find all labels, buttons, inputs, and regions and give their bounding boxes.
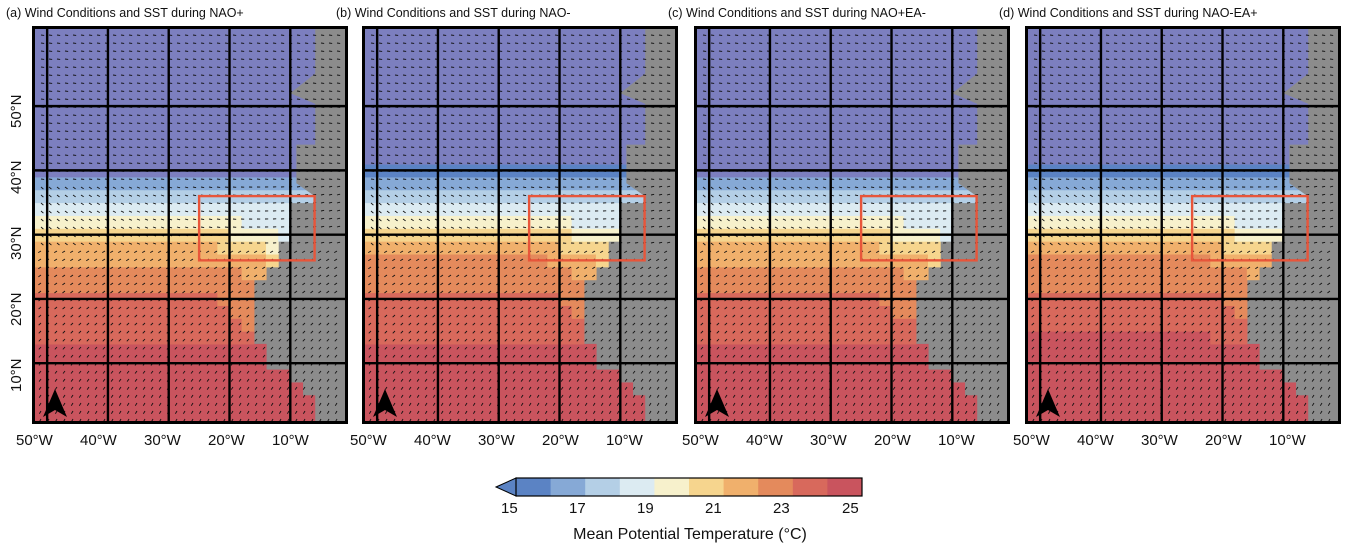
lon-tick-label: 10°W [1269, 432, 1306, 449]
map-frame [32, 26, 348, 424]
sst-wind-map [365, 29, 675, 421]
lon-tick-label: 50°W [16, 432, 53, 449]
colorbar-tick: 17 [569, 500, 586, 517]
lat-tick-label: 30°N [8, 226, 25, 260]
lon-tick-label: 40°W [80, 432, 117, 449]
lon-tick-label: 50°W [350, 432, 387, 449]
lon-tick-label: 40°W [1077, 432, 1114, 449]
colorbar-tick: 21 [705, 500, 722, 517]
colorbar-tick: 23 [773, 500, 790, 517]
lon-tick-label: 30°W [144, 432, 181, 449]
lon-tick-label: 40°W [414, 432, 451, 449]
sst-wind-map [1028, 29, 1338, 421]
panel-d: (d) Wind Conditions and SST during NAO-E… [993, 0, 1341, 460]
lon-tick-label: 30°W [478, 432, 515, 449]
lon-tick-label: 50°W [682, 432, 719, 449]
panel-title: (d) Wind Conditions and SST during NAO-E… [999, 6, 1258, 20]
colorbar-tick: 25 [842, 500, 859, 517]
colorbar-label: Mean Potential Temperature (°C) [573, 526, 807, 543]
colorbar [494, 477, 863, 497]
map-frame [1025, 26, 1341, 424]
lon-tick-label: 20°W [1205, 432, 1242, 449]
lat-tick-label: 20°N [8, 292, 25, 326]
lat-tick-label: 10°N [8, 358, 25, 392]
sst-wind-map [35, 29, 345, 421]
panel-title: (c) Wind Conditions and SST during NAO+E… [668, 6, 926, 20]
lat-tick-label: 50°N [8, 94, 25, 128]
lon-tick-label: 20°W [542, 432, 579, 449]
lon-tick-label: 50°W [1013, 432, 1050, 449]
panel-a: (a) Wind Conditions and SST during NAO+ … [0, 0, 348, 460]
lon-tick-label: 40°W [746, 432, 783, 449]
lon-tick-label: 10°W [606, 432, 643, 449]
map-frame [362, 26, 678, 424]
map-frame [694, 26, 1010, 424]
colorbar-tick: 15 [501, 500, 518, 517]
panel-title: (b) Wind Conditions and SST during NAO- [336, 6, 571, 20]
lon-tick-label: 30°W [1141, 432, 1178, 449]
lon-tick-label: 20°W [208, 432, 245, 449]
lon-tick-label: 20°W [874, 432, 911, 449]
panel-title: (a) Wind Conditions and SST during NAO+ [6, 6, 244, 20]
colorbar-tick: 19 [637, 500, 654, 517]
lat-tick-label: 40°N [8, 160, 25, 194]
lon-tick-label: 10°W [938, 432, 975, 449]
lon-tick-label: 10°W [272, 432, 309, 449]
panel-b: (b) Wind Conditions and SST during NAO- … [330, 0, 678, 460]
sst-wind-map [697, 29, 1007, 421]
lon-tick-label: 30°W [810, 432, 847, 449]
panel-c: (c) Wind Conditions and SST during NAO+E… [662, 0, 1010, 460]
